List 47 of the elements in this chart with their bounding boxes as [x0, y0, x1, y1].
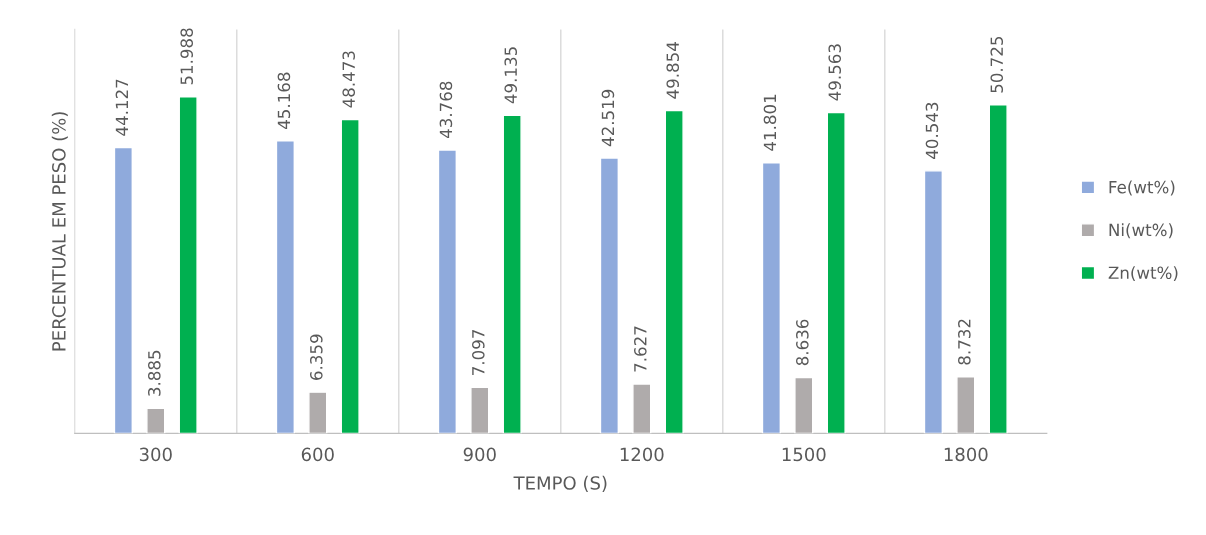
data-label: 40.543: [925, 102, 939, 159]
data-label: 49.563: [828, 44, 842, 101]
data-label: 3.885: [148, 350, 161, 396]
bar: [437, 149, 457, 434]
bar: [923, 170, 944, 434]
data-label: 51.988: [180, 28, 194, 85]
data-label: 42.519: [601, 89, 615, 147]
bar: [502, 114, 522, 434]
data-label: 48.473: [342, 51, 356, 108]
bar: [113, 146, 133, 434]
legend-label: Ni(wt%): [1109, 223, 1173, 239]
data-label: 8.732: [958, 319, 971, 365]
data-label: 7.097: [472, 330, 485, 375]
data-label: 49.135: [504, 47, 518, 104]
data-label: 7.627: [634, 326, 647, 372]
x-tick-label: 1200: [620, 447, 664, 462]
x-tick-label: 1500: [782, 447, 826, 462]
bar: [470, 386, 490, 434]
legend-label: Zn(wt%): [1108, 266, 1178, 281]
bar: [794, 376, 814, 434]
data-label: 45.168: [277, 72, 291, 129]
y-axis-title: PERCENTUAL EM PESO (%): [51, 112, 68, 351]
data-label: 50.725: [990, 36, 1004, 93]
bar: [308, 391, 328, 434]
legend-label: Fe(wt%): [1109, 180, 1175, 196]
x-tick-label: 900: [463, 447, 496, 462]
data-label: 8.636: [796, 319, 809, 366]
x-tick-label: 1800: [944, 447, 988, 462]
bar: [664, 109, 684, 434]
data-label: 49.854: [666, 42, 680, 99]
data-label: 6.359: [310, 334, 323, 380]
x-axis-title: TEMPO (S): [513, 475, 607, 492]
bar: [761, 162, 782, 434]
bar: [340, 118, 360, 434]
bar: [146, 407, 166, 434]
data-label: 43.768: [439, 81, 453, 139]
data-label: 41.801: [763, 94, 777, 151]
x-tick-label: 600: [301, 447, 334, 462]
bar: [178, 96, 198, 434]
bar: [956, 376, 976, 434]
x-tick-label: 300: [139, 447, 172, 462]
bar: [632, 383, 652, 434]
bar: [826, 111, 846, 434]
bar: [599, 157, 619, 434]
data-label: 44.127: [115, 79, 128, 136]
bar: [988, 104, 1008, 434]
bar: [275, 140, 295, 434]
